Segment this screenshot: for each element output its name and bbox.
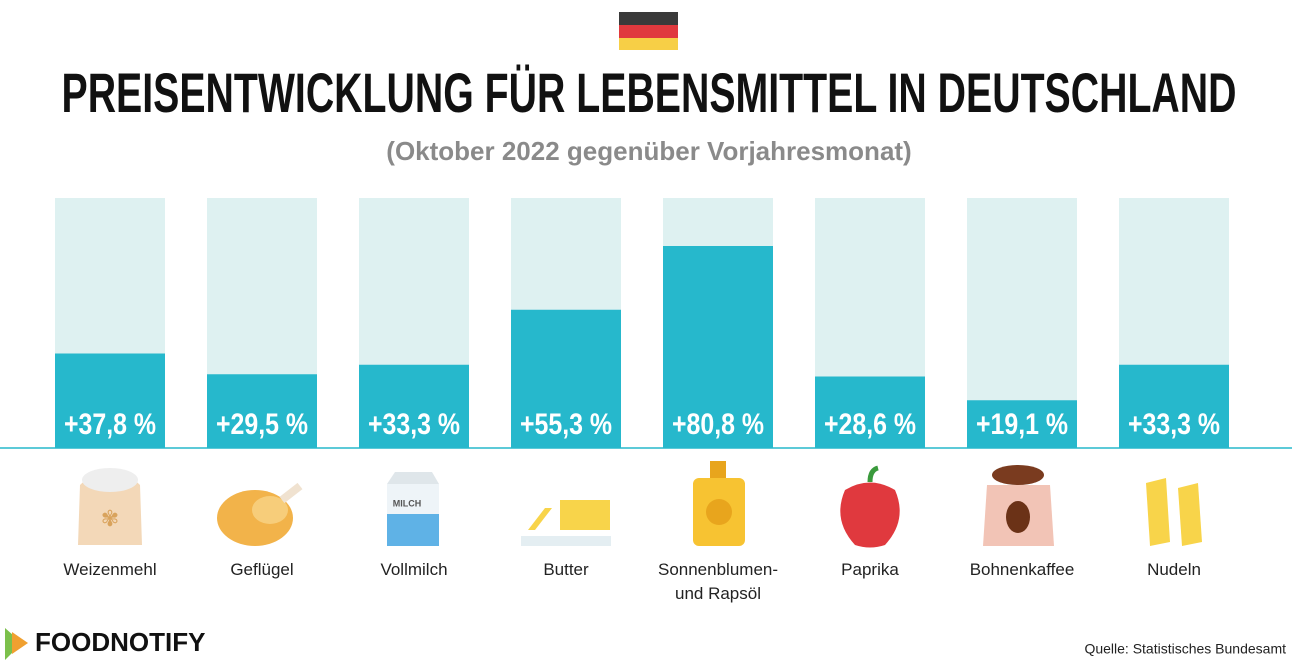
chart-subtitle: (Oktober 2022 gegenüber Vorjahresmonat) [386, 136, 911, 166]
icons: ✾ MILCH [78, 461, 1202, 548]
category-label: Weizenmehl [63, 560, 157, 579]
brand-name: FOODNOTIFY [35, 627, 205, 657]
bar [359, 364, 469, 448]
brand-logo [5, 628, 28, 660]
value-label: +37,8 % [64, 408, 156, 441]
value-label: +19,1 % [976, 408, 1068, 441]
value-label: +33,3 % [368, 408, 460, 441]
category-label: Sonnenblumen- und Rapsöl [657, 560, 779, 603]
bar [207, 374, 317, 448]
category-label: Vollmilch [380, 560, 448, 579]
value-label: +28,6 % [824, 408, 916, 441]
category-label: Geflügel [230, 560, 294, 579]
svg-text:MILCH: MILCH [393, 498, 422, 508]
value-label: +55,3 % [520, 408, 612, 441]
category-label: Bohnenkaffee [969, 560, 1075, 579]
bar [1119, 364, 1229, 448]
category-label: Paprika [841, 560, 899, 579]
bar [55, 353, 165, 448]
bar [967, 400, 1077, 448]
bar [815, 376, 925, 448]
category-label: Butter [543, 560, 589, 579]
value-label: +29,5 % [216, 408, 308, 441]
source-note: Quelle: Statistisches Bundesamt [1084, 641, 1286, 657]
value-label: +80,8 % [672, 408, 764, 441]
flag [619, 12, 678, 50]
svg-text:✾: ✾ [101, 506, 119, 531]
bar [511, 309, 621, 448]
category-label: Nudeln [1147, 560, 1201, 579]
chart-title: PREISENTWICKLUNG FÜR LEBENSMITTEL IN DEU… [62, 61, 1237, 124]
bar [663, 246, 773, 448]
value-label: +33,3 % [1128, 408, 1220, 441]
